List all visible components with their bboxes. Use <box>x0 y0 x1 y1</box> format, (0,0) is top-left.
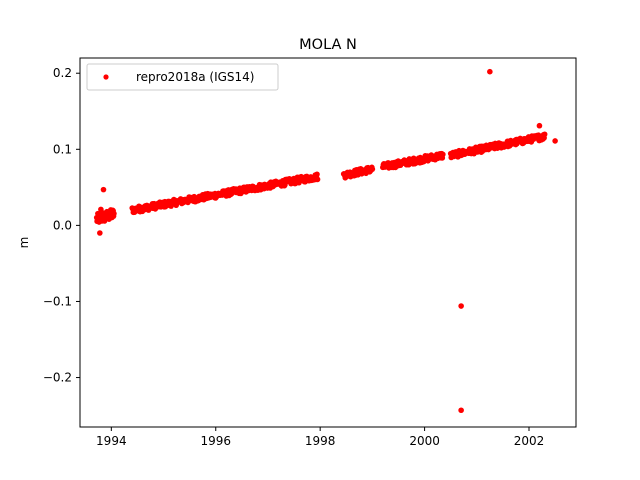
x-tick-label: 2000 <box>409 434 440 448</box>
x-tick-label: 2002 <box>514 434 545 448</box>
x-tick-label: 1994 <box>96 434 127 448</box>
y-tick-label: −0.2 <box>43 371 72 385</box>
x-tick-label: 1998 <box>305 434 336 448</box>
outlier-point <box>552 138 558 144</box>
data-point <box>314 176 321 183</box>
outlier-point <box>536 122 543 129</box>
legend-frame <box>86 63 279 91</box>
legend-label: repro2018a (IGS14) <box>136 70 254 84</box>
y-tick-label: −0.1 <box>43 294 72 308</box>
data-points <box>93 68 558 414</box>
data-point <box>541 131 548 138</box>
data-point <box>440 151 446 158</box>
y-tick-label: 0.2 <box>53 66 72 80</box>
data-point <box>314 171 320 178</box>
x-tick-label: 1996 <box>200 434 231 448</box>
plot-frame <box>79 57 577 428</box>
y-axis-label: m <box>17 237 31 249</box>
data-point <box>369 166 376 172</box>
axes <box>79 57 577 428</box>
outlier-point <box>458 407 464 414</box>
outlier-point <box>98 206 104 213</box>
legend: repro2018a (IGS14) <box>86 63 279 91</box>
data-point <box>111 210 117 217</box>
legend-marker <box>103 74 109 80</box>
outlier-point <box>458 303 464 309</box>
y-tick-label: 0.1 <box>53 142 72 156</box>
outlier-point <box>100 186 107 193</box>
y-tick-label: 0.0 <box>53 218 72 232</box>
tick-marks: 1994 1996 1998 2000 2002 −0.2 −0.1 0.0 0.1 0.2 <box>43 66 544 448</box>
outlier-point <box>487 68 493 75</box>
chart-title: MOLA N <box>299 37 357 53</box>
outlier-point <box>97 230 103 236</box>
